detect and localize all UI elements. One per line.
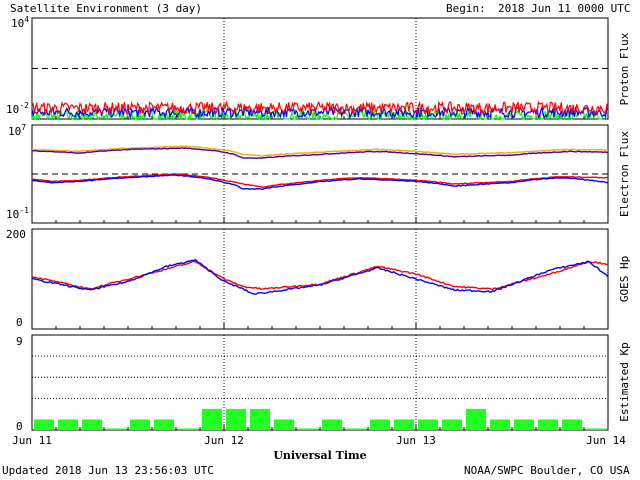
kp-bar [250, 408, 270, 430]
kp-bar [490, 419, 510, 430]
xtick-label: Jun 14 [586, 434, 626, 447]
kp-bar [226, 408, 246, 430]
kp-bar [514, 419, 534, 430]
kp-panel: 9 0 Estimated Kp [16, 334, 631, 433]
proton-ytick-top: 104 [11, 15, 29, 30]
kp-bar [202, 408, 222, 430]
kp-bar [106, 428, 126, 430]
electron-ytick-top: 107 [8, 123, 26, 138]
goes-hp-panel: 200 0 GOES Hp [6, 228, 631, 330]
kp-bar [178, 428, 198, 430]
goes-hp-frame [31, 228, 609, 330]
updated-timestamp: Updated 2018 Jun 13 23:56:03 UTC [2, 464, 214, 477]
electron-flux-frame [31, 124, 609, 224]
kp-frame [31, 334, 609, 431]
proton-flux-ylabel: Proton Flux [618, 32, 631, 105]
kp-bar [370, 419, 390, 430]
credit-text: NOAA/SWPC Boulder, CO USA [464, 464, 630, 477]
kp-bar [274, 419, 294, 430]
begin-value: 2018 Jun 11 0000 UTC [498, 2, 630, 15]
kp-bar [130, 419, 150, 430]
kp-bar [82, 419, 102, 430]
kp-bar [346, 428, 366, 430]
kp-bar [394, 419, 414, 430]
kp-bar [154, 419, 174, 430]
electron-blue-series [31, 174, 609, 191]
kp-bar [58, 419, 78, 430]
electron-flux-panel: 107 10-1 Electron Flux [6, 123, 631, 224]
kp-bar [538, 419, 558, 430]
proton-flux-panel: 104 10-2 Proton Flux [6, 15, 631, 122]
kp-bar [586, 428, 606, 430]
goes-hp-blue-series [31, 258, 609, 296]
kp-bar [322, 419, 342, 430]
xtick-label: Jun 13 [396, 434, 436, 447]
electron-red-series [31, 173, 609, 189]
goes-hp-ylabel: GOES Hp [618, 256, 631, 302]
kp-bar [562, 419, 582, 430]
proton-red-series [31, 100, 609, 117]
x-axis-label: Universal Time [273, 449, 366, 462]
begin-label: Begin: [446, 2, 486, 15]
kp-bar [442, 419, 462, 430]
kp-bar [418, 419, 438, 430]
goes-ytick-bottom: 0 [16, 316, 23, 329]
kp-bar [34, 419, 54, 430]
kp-bar [298, 428, 318, 430]
xtick-label: Jun 11 [12, 434, 52, 447]
kp-ytick-top: 9 [16, 335, 23, 348]
proton-ytick-bottom: 10-2 [6, 101, 29, 116]
kp-bar [466, 408, 486, 430]
xtick-label: Jun 12 [204, 434, 244, 447]
kp-ytick-bottom: 0 [16, 420, 23, 433]
electron-flux-ylabel: Electron Flux [618, 131, 631, 217]
electron-ytick-bottom: 10-1 [6, 206, 29, 221]
electron-orange-series [31, 145, 609, 157]
kp-ylabel: Estimated Kp [618, 342, 631, 421]
electron-purple-series [31, 147, 609, 159]
goes-ytick-top: 200 [6, 228, 26, 241]
chart-title: Satellite Environment (3 day) [10, 2, 202, 15]
